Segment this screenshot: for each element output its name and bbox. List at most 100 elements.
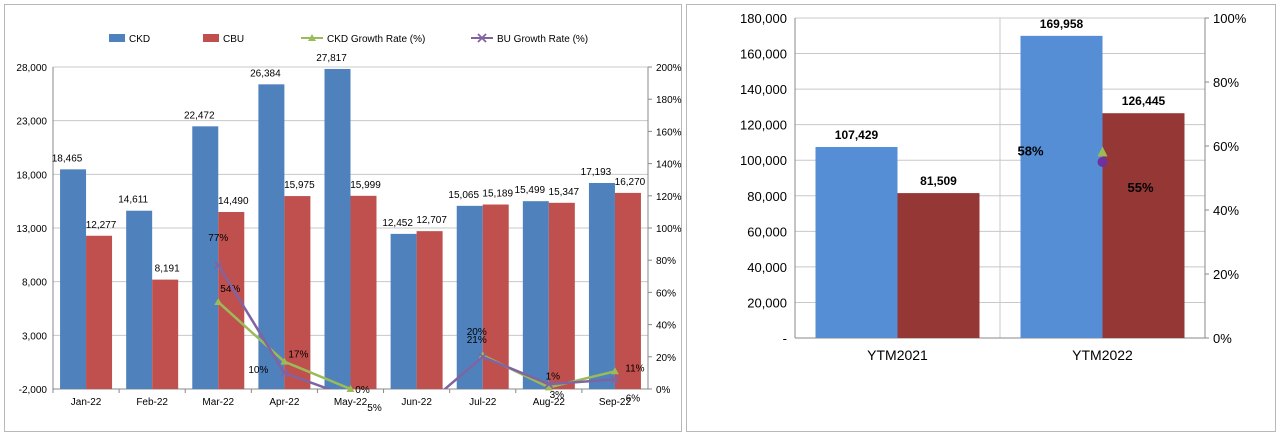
x-tick-label: YTM2022 — [1072, 347, 1133, 363]
y-left-tick-label: 20,000 — [747, 295, 787, 310]
cbu-bar — [284, 196, 311, 389]
cbu-value-label: 126,445 — [1122, 94, 1166, 108]
x-tick-label: Sep-22 — [599, 397, 632, 408]
legend-swatch — [109, 34, 125, 42]
y-right-tick-label: 140% — [656, 160, 682, 171]
ckd-value-label: 15,499 — [515, 185, 546, 196]
y-right-tick-label: 100% — [656, 224, 682, 235]
y-left-tick-label: 28,000 — [16, 63, 47, 74]
bu-growth-rate-value-label: 20% — [467, 327, 487, 338]
x-tick-label: May-22 — [334, 397, 368, 408]
y-left-tick-label: 180,000 — [740, 11, 787, 26]
ckd-value-label: 107,429 — [835, 128, 879, 142]
ckd-bar — [324, 68, 351, 389]
y-right-tick-label: 60% — [1213, 139, 1239, 154]
y-right-tick-label: 80% — [1213, 75, 1239, 90]
cbu-value-label: 12,277 — [86, 220, 117, 231]
ckd-growth-rate-value-label: 17% — [288, 350, 308, 361]
ckd-bar — [126, 210, 153, 389]
cbu-bar — [86, 235, 113, 389]
legend-label: CBU — [223, 34, 244, 45]
ckd-value-label: 18,465 — [52, 153, 83, 164]
legend-label: BU Growth Rate (%) — [497, 34, 588, 45]
bu-growth-marker — [478, 352, 487, 361]
monthly-chart: -2,000 3,000 8,000 13,000 18,000 23,000 28,000… — [16, 33, 682, 414]
ckd-value-label: 22,472 — [184, 110, 215, 121]
y-right-tick-label: 0% — [656, 385, 671, 396]
cbu-bar — [897, 193, 980, 338]
legend-label: CKD Growth Rate (%) — [327, 34, 425, 45]
bu-growth-rate-value-label: 6% — [626, 393, 641, 404]
ytd-chart: - 20,000 40,000 60,000 80,000 100,000 120,000 1… — [740, 11, 1247, 363]
y-right-tick-label: 100% — [1213, 11, 1247, 26]
y-left-tick-label: 100,000 — [740, 153, 787, 168]
y-right-tick-label: 20% — [1213, 267, 1239, 282]
bu-growth-marker — [280, 368, 289, 378]
cbu-bar — [548, 202, 575, 389]
x-tick-label: Feb-22 — [136, 397, 168, 408]
ckd-growth-rate-value-label: 0% — [355, 385, 370, 396]
ckd-growth-rate-value-label: 21% — [467, 335, 487, 346]
y-right-tick-label: 160% — [656, 127, 682, 138]
ckd-growth-rate-value-label: 54% — [220, 284, 240, 295]
bu-growth-rate-value-label: 3% — [550, 390, 565, 401]
cbu-value-label: 81,509 — [920, 174, 957, 188]
ckd-value-label: 27,817 — [316, 53, 347, 64]
y-left-tick-label: 60,000 — [747, 224, 787, 239]
y-right-tick-label: 120% — [656, 192, 682, 203]
ckd-bar — [60, 169, 87, 389]
ckd-value-label: 15,065 — [448, 190, 479, 201]
ckd-value-label: 14,611 — [118, 195, 148, 206]
x-tick-label: Mar-22 — [202, 397, 234, 408]
ckd-bar — [815, 147, 898, 338]
legend-marker — [477, 33, 487, 43]
cbu-growth-value-label: 55% — [1127, 180, 1153, 195]
cbu-value-label: 15,975 — [284, 180, 315, 191]
ckd-growth-marker — [544, 383, 553, 391]
x-tick-label: YTM2021 — [867, 347, 928, 363]
cbu-bar — [350, 195, 377, 389]
ckd-growth-rate-value-label: 11% — [625, 363, 644, 374]
ckd-growth-rate-value-label: 1% — [546, 371, 561, 382]
ckd-growth-marker — [280, 357, 289, 365]
ckd-growth-marker — [214, 298, 223, 306]
cbu-value-label: 15,999 — [350, 180, 381, 191]
ckd-bar — [192, 126, 219, 390]
y-left-tick-label: 3,000 — [22, 331, 47, 342]
cbu-value-label: 8,191 — [155, 264, 180, 275]
bu-growth-marker — [214, 260, 223, 270]
bu-growth-marker — [544, 380, 553, 389]
y-right-tick-label: 60% — [656, 288, 676, 299]
ckd-growth-value-label: 58% — [1017, 143, 1043, 158]
ckd-value-label: 169,958 — [1040, 17, 1084, 31]
y-right-tick-label: 200% — [656, 63, 682, 74]
cbu-value-label: 16,270 — [615, 177, 646, 188]
cbu-value-label: 14,490 — [218, 196, 249, 207]
y-right-tick-label: 80% — [656, 256, 676, 267]
bu-growth-rate-value-label: 77% — [208, 233, 228, 244]
cbu-growth-marker — [1097, 157, 1108, 167]
x-tick-label: Jun-22 — [401, 397, 432, 408]
y-left-tick-label: 140,000 — [740, 82, 787, 97]
ckd-bar — [390, 233, 417, 389]
bu-growth-rate-value-label: 10% — [248, 365, 268, 376]
cbu-bar — [152, 279, 179, 389]
cbu-value-label: 12,707 — [416, 215, 447, 226]
cbu-bar — [416, 231, 443, 389]
ytd-chart-panel: - 20,000 40,000 60,000 80,000 100,000 120,000 1… — [686, 4, 1276, 432]
legend-swatch — [203, 34, 219, 42]
cbu-value-label: 15,347 — [549, 187, 580, 198]
y-right-tick-label: 180% — [656, 95, 682, 106]
y-right-tick-label: 0% — [1213, 331, 1232, 346]
legend-label: CKD — [129, 34, 150, 45]
ckd-value-label: 26,384 — [250, 68, 281, 79]
y-left-tick-label: 13,000 — [16, 224, 47, 235]
y-left-tick-label: -2,000 — [19, 385, 48, 396]
ckd-growth-marker — [1097, 146, 1108, 157]
y-left-tick-label: 18,000 — [16, 170, 47, 181]
y-right-tick-label: 40% — [1213, 203, 1239, 218]
cbu-value-label: 15,189 — [482, 189, 513, 200]
y-left-tick-label: - — [783, 331, 787, 346]
y-left-tick-label: 120,000 — [740, 118, 787, 133]
ckd-bar — [522, 201, 549, 389]
